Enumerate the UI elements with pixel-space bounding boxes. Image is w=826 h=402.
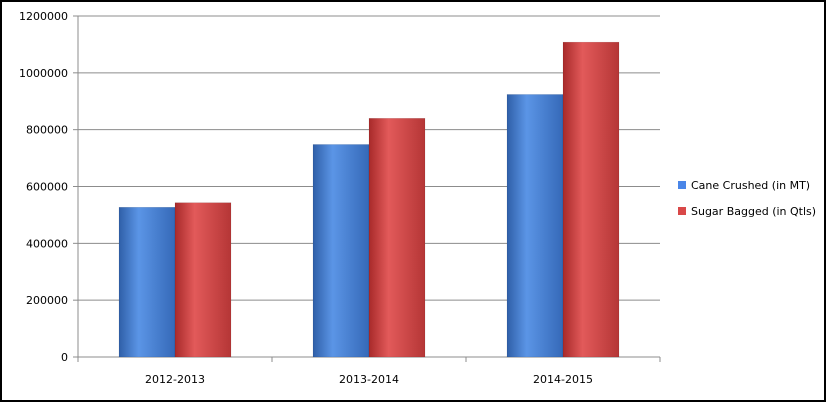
- y-tick-label: 0: [61, 351, 68, 364]
- bar-sugar-bagged-2012-2013: [174, 202, 232, 358]
- legend-label: Sugar Bagged (in Qtls): [691, 205, 816, 218]
- y-tick-label: 800000: [26, 124, 68, 137]
- y-tick-label: 1000000: [19, 67, 68, 80]
- bars: [118, 41, 620, 358]
- bar-cane-crushed-2012-2013: [118, 206, 176, 358]
- y-tick-label: 600000: [26, 181, 68, 194]
- bar-cane-crushed-2014-2015: [506, 94, 564, 358]
- bar-cane-crushed-2013-2014: [312, 144, 370, 358]
- legend-swatch: [678, 207, 686, 215]
- y-tick-label: 200000: [26, 294, 68, 307]
- legend: Cane Crushed (in MT) Sugar Bagged (in Qtl…: [678, 179, 816, 218]
- legend-label: Cane Crushed (in MT): [691, 179, 810, 192]
- legend-swatch: [678, 181, 686, 189]
- x-tick-label: 2013-2014: [339, 373, 399, 386]
- tick-labels: 0 200000 400000 600000 800000 1000000 1200000 2…: [19, 10, 593, 386]
- x-tick-label: 2014-2015: [533, 373, 593, 386]
- y-tick-label: 400000: [26, 237, 68, 250]
- bar-sugar-bagged-2013-2014: [368, 118, 426, 358]
- y-tick-label: 1200000: [19, 10, 68, 23]
- x-tick-label: 2012-2013: [145, 373, 205, 386]
- bar-sugar-bagged-2014-2015: [562, 41, 620, 358]
